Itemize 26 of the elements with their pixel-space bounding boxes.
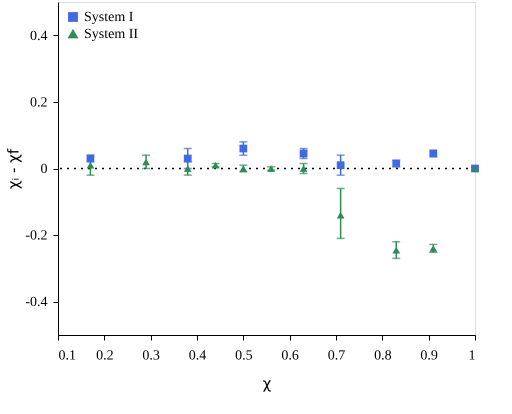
x-tick-label: 0.7 — [328, 348, 346, 364]
x-tick-label: 1 — [468, 348, 476, 364]
point — [300, 150, 308, 158]
point — [336, 161, 345, 170]
point — [239, 144, 248, 152]
x-tick-label: 0.4 — [188, 348, 206, 364]
x-tick-label: 0.6 — [281, 348, 299, 364]
x-tick-label: 0.8 — [374, 348, 392, 364]
point — [336, 212, 345, 218]
y-axis-title: χᵢ - χf — [4, 148, 22, 190]
x-tick-label: 0.5 — [235, 348, 253, 364]
legend-label: System II — [84, 27, 138, 42]
point — [86, 162, 94, 169]
x-tick-label: 0.1 — [58, 348, 76, 364]
y-tick-label: -0.2 — [25, 228, 48, 244]
point — [300, 165, 308, 172]
y-tick-label: -0.4 — [25, 295, 48, 310]
y-tick-label: 0.4 — [30, 28, 48, 44]
x-tick-label: 0.9 — [420, 348, 438, 364]
y-tick-label: 0 — [40, 162, 48, 177]
legend-label: System I — [84, 10, 134, 25]
y-tick-label: 0.2 — [30, 95, 48, 110]
point — [184, 154, 192, 162]
x-tick-label: 0.2 — [96, 348, 114, 364]
x-tick-label: 0.3 — [142, 348, 160, 364]
x-axis-title: χ — [262, 374, 272, 392]
